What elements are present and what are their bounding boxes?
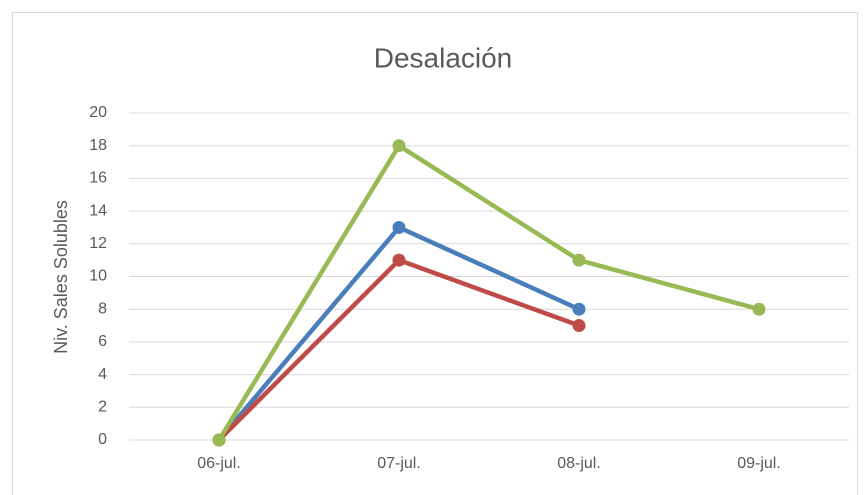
point bbox=[392, 253, 406, 267]
y-tick-label: 12 bbox=[89, 235, 107, 252]
point bbox=[572, 302, 586, 316]
y-axis-label: Niv. Sales Solubles bbox=[51, 200, 71, 354]
y-tick-label: 2 bbox=[98, 399, 107, 416]
point bbox=[212, 433, 226, 447]
point bbox=[752, 302, 766, 316]
y-tick-label: 4 bbox=[98, 366, 107, 383]
point bbox=[572, 253, 586, 267]
x-tick-label: 09-jul. bbox=[737, 455, 781, 472]
x-tick-label: 06-jul. bbox=[197, 455, 241, 472]
point bbox=[392, 220, 406, 234]
y-tick-label: 0 bbox=[98, 431, 107, 448]
y-tick-label: 8 bbox=[98, 300, 107, 317]
series-line bbox=[217, 143, 760, 442]
chart-title: Desalación bbox=[374, 42, 513, 73]
chart-border bbox=[12, 12, 858, 495]
y-tick-label: 20 bbox=[89, 104, 107, 121]
y-tick-label: 18 bbox=[89, 137, 107, 154]
y-tick-label: 6 bbox=[98, 333, 107, 350]
y-tick-label: 10 bbox=[89, 268, 107, 285]
point bbox=[572, 319, 586, 333]
x-tick-label: 07-jul. bbox=[377, 455, 421, 472]
y-tick-label: 16 bbox=[89, 170, 107, 187]
x-tick-label: 08-jul. bbox=[557, 455, 601, 472]
y-tick-label: 14 bbox=[89, 202, 107, 219]
point bbox=[392, 139, 406, 153]
